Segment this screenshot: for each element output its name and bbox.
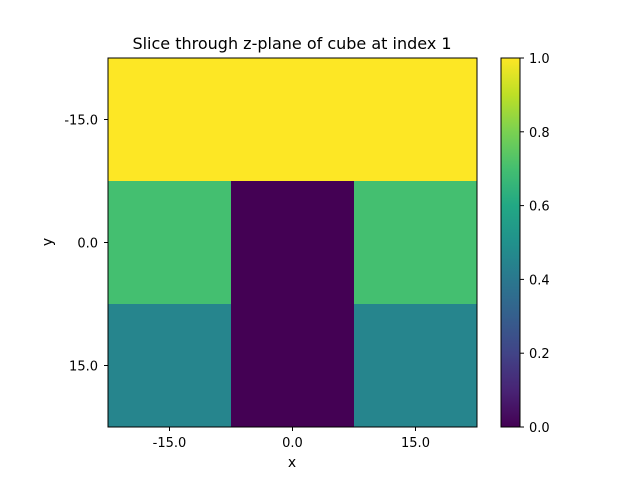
colorbar-ticks: 0.0 0.2 0.4 0.6 0.8 1.0 <box>520 52 550 436</box>
heatmap-cell <box>108 58 232 182</box>
colorbar-tick-label: 1.0 <box>529 52 550 67</box>
colorbar-tick-label: 0.8 <box>529 126 550 141</box>
heatmap-cell <box>108 304 232 428</box>
heatmap-cell <box>354 181 478 305</box>
colorbar <box>500 57 521 428</box>
heatmap-cell <box>231 58 355 182</box>
chart-title: Slice through z-plane of cube at index 1 <box>132 34 451 53</box>
x-tick-label: -15.0 <box>153 436 187 451</box>
x-tick-label: 15.0 <box>401 436 430 451</box>
y-tick-label: -15.0 <box>64 114 98 129</box>
colorbar-tick-label: 0.0 <box>529 421 550 436</box>
colorbar-tick-label: 0.2 <box>529 347 550 362</box>
x-axis-label: x <box>288 455 296 471</box>
heatmap-cell <box>231 304 355 428</box>
y-tick-label: 15.0 <box>69 360 98 375</box>
x-tick-label: 0.0 <box>282 436 303 451</box>
heatmap-cell <box>354 58 478 182</box>
heatmap-cell <box>354 304 478 428</box>
heatmap-cell <box>231 181 355 305</box>
y-axis-ticks: -15.0 0.0 15.0 <box>64 114 108 375</box>
heatmap-cells <box>108 58 478 428</box>
x-axis-ticks: -15.0 0.0 15.0 <box>153 427 430 451</box>
y-axis-label: y <box>40 238 56 246</box>
colorbar-tick-label: 0.6 <box>529 200 550 215</box>
y-tick-label: 0.0 <box>77 237 98 252</box>
colorbar-tick-label: 0.4 <box>529 273 550 288</box>
heatmap-cell <box>108 181 232 305</box>
